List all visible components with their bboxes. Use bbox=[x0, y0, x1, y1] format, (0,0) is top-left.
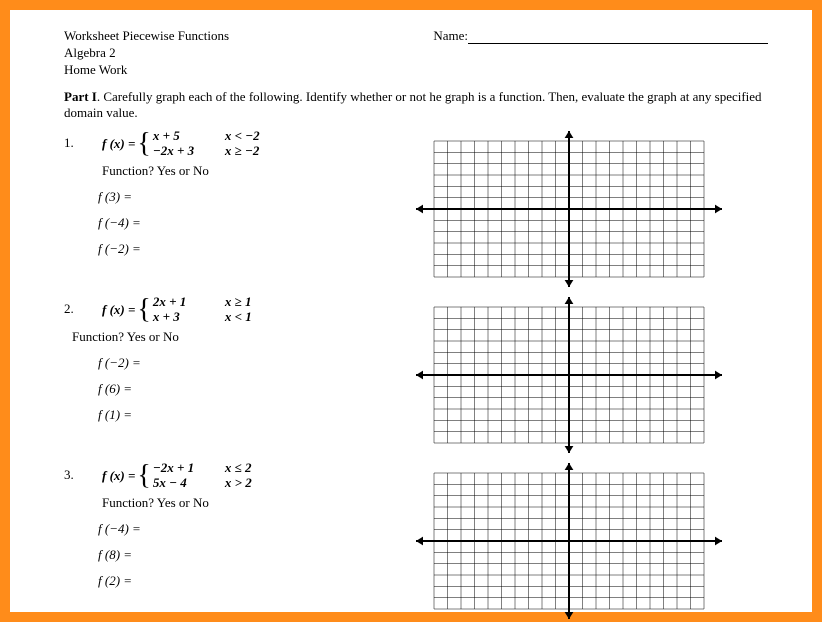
piecewise-cases: x + 5x < −2−2x + 3x ≥ −2 bbox=[153, 129, 295, 159]
part-label: Part I bbox=[64, 89, 97, 104]
evaluations: f (−2) = f (6) = f (1) = bbox=[98, 355, 384, 423]
case-row: x + 3x < 1 bbox=[153, 310, 295, 325]
evaluation-line: f (−2) = bbox=[98, 355, 384, 371]
graph-area bbox=[404, 295, 734, 455]
case-condition: x < 1 bbox=[225, 310, 295, 325]
evaluation-line: f (1) = bbox=[98, 407, 384, 423]
case-condition: x ≥ 1 bbox=[225, 295, 295, 310]
title-line-3: Home Work bbox=[64, 62, 229, 79]
case-row: −2x + 3x ≥ −2 bbox=[153, 144, 295, 159]
part-text: . Carefully graph each of the following.… bbox=[64, 89, 762, 120]
case-row: x + 5x < −2 bbox=[153, 129, 295, 144]
case-expression: −2x + 1 bbox=[153, 461, 225, 476]
title-line-2: Algebra 2 bbox=[64, 45, 229, 62]
case-row: 2x + 1x ≥ 1 bbox=[153, 295, 295, 310]
title-line-1: Worksheet Piecewise Functions bbox=[64, 28, 229, 45]
function-question: Function? Yes or No bbox=[102, 495, 384, 511]
problem-number: 3. bbox=[64, 461, 84, 483]
problem-1: 1. f (x) ={x + 5x < −2−2x + 3x ≥ −2 Functi… bbox=[64, 129, 768, 289]
evaluation-line: f (3) = bbox=[98, 189, 384, 205]
piecewise-cases: 2x + 1x ≥ 1x + 3x < 1 bbox=[153, 295, 295, 325]
evaluation-line: f (−4) = bbox=[98, 521, 384, 537]
case-expression: 5x − 4 bbox=[153, 476, 225, 491]
coordinate-grid bbox=[404, 295, 734, 455]
case-condition: x > 2 bbox=[225, 476, 295, 491]
evaluations: f (3) = f (−4) = f (−2) = bbox=[98, 189, 384, 257]
graph-area bbox=[404, 461, 734, 621]
piecewise-definition: f (x) ={−2x + 1x ≤ 25x − 4x > 2 bbox=[102, 461, 384, 491]
problem-number: 1. bbox=[64, 129, 84, 151]
case-expression: x + 5 bbox=[153, 129, 225, 144]
problem-3: 3. f (x) ={−2x + 1x ≤ 25x − 4x > 2 Functio… bbox=[64, 461, 768, 621]
name-label: Name: bbox=[433, 28, 468, 43]
header: Worksheet Piecewise Functions Algebra 2 … bbox=[64, 28, 768, 79]
evaluation-line: f (−2) = bbox=[98, 241, 384, 257]
case-row: 5x − 4x > 2 bbox=[153, 476, 295, 491]
case-condition: x < −2 bbox=[225, 129, 295, 144]
case-row: −2x + 1x ≤ 2 bbox=[153, 461, 295, 476]
problem-number: 2. bbox=[64, 295, 84, 317]
case-expression: 2x + 1 bbox=[153, 295, 225, 310]
problem-body: f (x) ={2x + 1x ≥ 1x + 3x < 1Function? Y… bbox=[84, 295, 384, 433]
evaluations: f (−4) = f (8) = f (2) = bbox=[98, 521, 384, 589]
problem-body: f (x) ={x + 5x < −2−2x + 3x ≥ −2 Function… bbox=[84, 129, 384, 267]
brace-icon: { bbox=[137, 299, 150, 321]
name-blank-line[interactable] bbox=[468, 43, 768, 44]
problem-2: 2.f (x) ={2x + 1x ≥ 1x + 3x < 1Function?… bbox=[64, 295, 768, 455]
case-condition: x ≤ 2 bbox=[225, 461, 295, 476]
brace-icon: { bbox=[137, 133, 150, 155]
part-intro: Part I. Carefully graph each of the foll… bbox=[64, 89, 768, 122]
evaluation-line: f (2) = bbox=[98, 573, 384, 589]
header-left: Worksheet Piecewise Functions Algebra 2 … bbox=[64, 28, 229, 79]
function-question: Function? Yes or No bbox=[72, 329, 384, 345]
case-expression: −2x + 3 bbox=[153, 144, 225, 159]
evaluation-line: f (6) = bbox=[98, 381, 384, 397]
name-field: Name: bbox=[433, 28, 768, 79]
brace-icon: { bbox=[137, 465, 150, 487]
case-condition: x ≥ −2 bbox=[225, 144, 295, 159]
function-notation: f (x) = bbox=[102, 468, 135, 484]
piecewise-definition: f (x) ={x + 5x < −2−2x + 3x ≥ −2 bbox=[102, 129, 384, 159]
evaluation-line: f (8) = bbox=[98, 547, 384, 563]
evaluation-line: f (−4) = bbox=[98, 215, 384, 231]
piecewise-cases: −2x + 1x ≤ 25x − 4x > 2 bbox=[153, 461, 295, 491]
coordinate-grid bbox=[404, 129, 734, 289]
worksheet-frame: Worksheet Piecewise Functions Algebra 2 … bbox=[0, 0, 822, 622]
function-question: Function? Yes or No bbox=[102, 163, 384, 179]
graph-area bbox=[404, 129, 734, 289]
case-expression: x + 3 bbox=[153, 310, 225, 325]
function-notation: f (x) = bbox=[102, 302, 135, 318]
function-notation: f (x) = bbox=[102, 136, 135, 152]
coordinate-grid bbox=[404, 461, 734, 621]
piecewise-definition: f (x) ={2x + 1x ≥ 1x + 3x < 1 bbox=[102, 295, 384, 325]
problem-body: f (x) ={−2x + 1x ≤ 25x − 4x > 2 Function?… bbox=[84, 461, 384, 599]
problems-container: 1.f (x) ={x + 5x < −2−2x + 3x ≥ −2Functi… bbox=[64, 129, 768, 621]
